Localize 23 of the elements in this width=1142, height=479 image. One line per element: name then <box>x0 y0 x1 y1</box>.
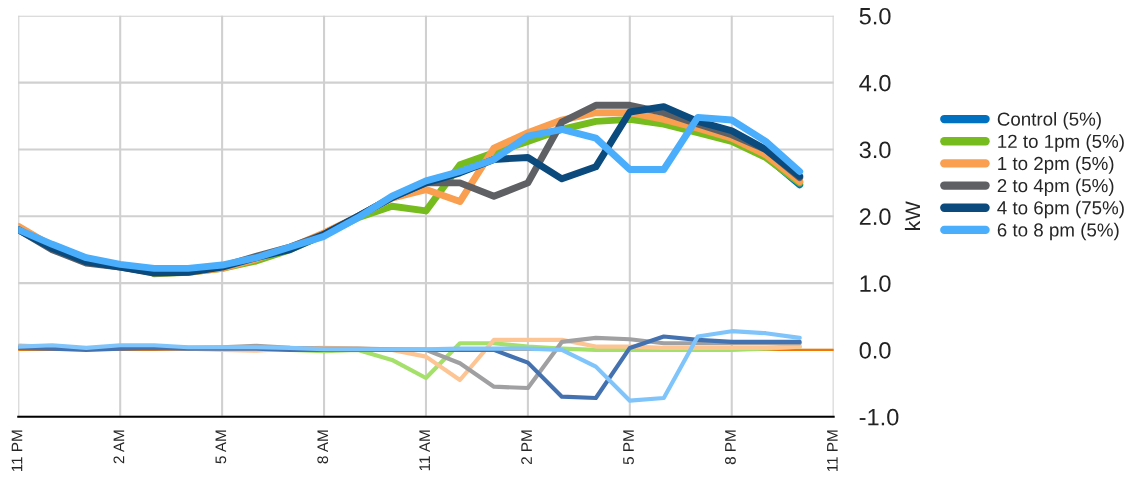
y-tick-label: -1.0 <box>859 408 899 426</box>
x-tick-label: 8 PM <box>725 430 736 465</box>
x-tick-label: 11 PM <box>827 430 838 472</box>
legend-label: 2 to 4pm (5%) <box>997 178 1114 196</box>
legend-label: 12 to 1pm (5%) <box>998 134 1124 152</box>
x-tick-label: 11 PM <box>11 430 23 472</box>
legend-label: 6 to 8 pm (5%) <box>997 222 1119 241</box>
x-tick-label: 8 AM <box>317 430 329 464</box>
y-axis-title: kW <box>904 201 920 230</box>
x-tick-label: 5 AM <box>215 430 227 464</box>
legend-label: Control (5%) <box>997 112 1101 130</box>
legend-label: 4 to 6pm (75%) <box>997 200 1124 219</box>
y-tick-label: 3.0 <box>859 141 891 159</box>
y-tick-label: 0.0 <box>859 341 891 359</box>
x-tick-label: 11 AM <box>419 430 430 471</box>
y-tick-label: 4.0 <box>859 74 891 92</box>
x-tick-label: 5 PM <box>623 430 634 465</box>
legend-label: 1 to 2pm (5%) <box>998 156 1114 174</box>
x-tick-label: 2 AM <box>113 430 125 464</box>
y-tick-label: 1.0 <box>860 275 891 292</box>
x-tick-label: 2 PM <box>521 430 532 465</box>
y-tick-label: 5.0 <box>859 7 891 25</box>
y-tick-label: 2.0 <box>859 208 891 226</box>
